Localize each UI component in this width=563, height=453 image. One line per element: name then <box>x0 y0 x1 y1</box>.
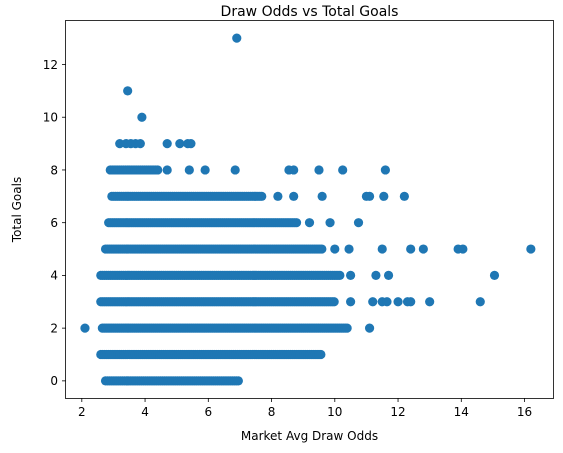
x-tick-label: 10 <box>327 405 342 419</box>
x-tick-label: 4 <box>141 405 149 419</box>
x-tick-label: 14 <box>454 405 469 419</box>
points-layer <box>80 33 536 386</box>
data-point <box>380 165 390 175</box>
data-point <box>289 165 299 175</box>
data-point <box>162 138 172 149</box>
y-tick-label: 4 <box>50 269 58 283</box>
y-axis: 0 2 4 6 8 10 12 <box>43 58 66 388</box>
data-point <box>353 218 364 228</box>
data-point <box>382 297 392 307</box>
y-tick-label: 0 <box>50 374 58 388</box>
data-point <box>330 244 340 254</box>
data-point <box>317 244 327 254</box>
data-point <box>364 191 375 201</box>
data-point <box>368 297 378 307</box>
data-point <box>317 191 327 201</box>
data-point <box>135 138 145 149</box>
data-point <box>418 244 428 254</box>
x-axis: 2 4 6 8 10 12 14 16 <box>78 398 532 419</box>
data-point <box>232 33 242 43</box>
data-point <box>314 165 324 175</box>
data-point <box>175 138 185 149</box>
x-tick-label: 16 <box>517 405 532 419</box>
data-point <box>153 165 163 175</box>
data-point <box>289 191 299 201</box>
data-point <box>233 376 243 386</box>
x-tick-label: 2 <box>78 405 86 419</box>
data-point <box>200 165 210 175</box>
y-tick-label: 12 <box>43 58 58 72</box>
data-point <box>383 270 394 281</box>
x-tick-label: 6 <box>204 405 212 419</box>
data-point <box>115 138 125 149</box>
plot-frame <box>65 20 554 399</box>
data-point <box>230 165 240 175</box>
data-point <box>304 218 315 228</box>
data-point <box>475 297 485 307</box>
data-point <box>489 270 500 281</box>
data-point <box>80 323 90 333</box>
y-axis-label: Total Goals <box>10 177 24 243</box>
data-point <box>273 191 283 201</box>
data-point <box>346 297 356 307</box>
data-point <box>342 323 352 333</box>
data-point <box>137 112 147 122</box>
data-point <box>329 297 339 307</box>
y-tick-label: 2 <box>50 321 58 335</box>
data-point <box>371 270 381 281</box>
data-point <box>526 244 536 254</box>
data-point <box>346 270 356 281</box>
data-point <box>291 218 302 228</box>
data-point <box>425 297 435 307</box>
y-tick-label: 6 <box>50 216 58 230</box>
data-point <box>186 138 196 149</box>
data-point <box>123 86 133 96</box>
data-point <box>162 165 172 175</box>
data-point <box>184 165 194 175</box>
data-point <box>257 191 267 201</box>
data-point <box>344 244 354 254</box>
data-point <box>325 218 335 228</box>
x-tick-label: 12 <box>390 405 405 419</box>
data-point <box>399 191 409 201</box>
data-point <box>406 297 416 307</box>
x-axis-label: Market Avg Draw Odds <box>241 429 378 443</box>
data-point <box>364 323 375 333</box>
data-point <box>316 349 326 360</box>
data-point <box>335 270 345 281</box>
data-point <box>377 244 387 254</box>
data-point <box>458 244 468 254</box>
data-point <box>393 297 403 307</box>
chart-title: Draw Odds vs Total Goals <box>221 4 399 20</box>
data-point <box>338 165 348 175</box>
data-point <box>406 244 416 254</box>
data-point <box>379 191 389 201</box>
y-tick-label: 8 <box>50 163 58 177</box>
y-tick-label: 10 <box>43 111 58 125</box>
x-tick-label: 8 <box>268 405 276 419</box>
